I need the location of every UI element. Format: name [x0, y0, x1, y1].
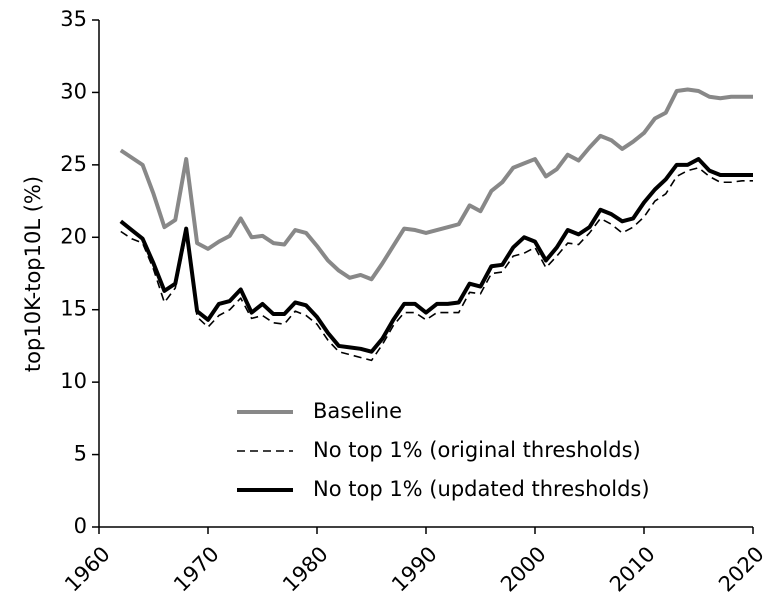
- y-tick-label: 5: [74, 442, 87, 466]
- series-line: [119, 157, 753, 354]
- legend-label: Baseline: [313, 399, 402, 423]
- legend-label: No top 1% (original thresholds): [313, 438, 641, 462]
- x-tick-label: 2010: [605, 542, 660, 597]
- y-tick-label: 20: [60, 224, 87, 248]
- x-tick-label: 1980: [278, 542, 333, 597]
- legend-label: No top 1% (updated thresholds): [313, 477, 650, 501]
- x-tick-label: 1960: [60, 542, 115, 597]
- y-axis-label: top10K-top10L (%): [21, 176, 45, 372]
- x-tick-label: 2000: [496, 542, 551, 597]
- y-tick-label: 0: [74, 514, 87, 538]
- y-tick-label: 35: [60, 7, 87, 31]
- y-tick-label: 15: [60, 297, 87, 321]
- series-line: [119, 87, 753, 282]
- y-tick-label: 25: [60, 152, 87, 176]
- x-tick-label: 2020: [714, 542, 769, 597]
- series-line: [120, 166, 753, 362]
- y-tick-label: 10: [60, 369, 87, 393]
- y-tick-label: 30: [60, 79, 87, 103]
- x-tick-label: 1990: [387, 542, 442, 597]
- x-tick-label: 1970: [169, 542, 224, 597]
